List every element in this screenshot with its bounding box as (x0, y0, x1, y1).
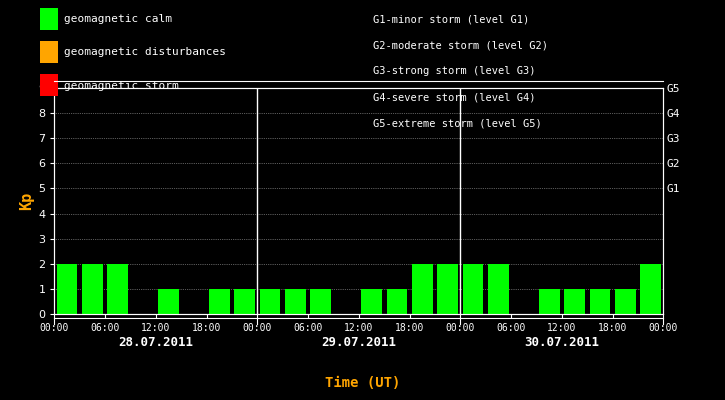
Bar (285, 289, 306, 314)
Bar (260, 289, 281, 314)
Bar (640, 264, 661, 314)
Bar (234, 289, 255, 314)
Bar (463, 264, 484, 314)
Bar (564, 289, 585, 314)
Bar (82, 264, 103, 314)
Text: G3-strong storm (level G3): G3-strong storm (level G3) (373, 66, 536, 76)
Text: geomagnetic storm: geomagnetic storm (64, 81, 178, 91)
Bar (310, 289, 331, 314)
Bar (386, 289, 407, 314)
Y-axis label: Kp: Kp (19, 192, 34, 210)
Text: 28.07.2011: 28.07.2011 (118, 336, 194, 349)
Text: G1-minor storm (level G1): G1-minor storm (level G1) (373, 14, 530, 24)
Bar (488, 264, 509, 314)
Text: G5-extreme storm (level G5): G5-extreme storm (level G5) (373, 118, 542, 128)
Bar (437, 264, 458, 314)
Bar (57, 264, 78, 314)
Text: geomagnetic calm: geomagnetic calm (64, 14, 172, 24)
Bar (158, 289, 179, 314)
Bar (361, 289, 382, 314)
Text: G2-moderate storm (level G2): G2-moderate storm (level G2) (373, 40, 548, 50)
Bar (615, 289, 636, 314)
Text: G4-severe storm (level G4): G4-severe storm (level G4) (373, 92, 536, 102)
Text: Time (UT): Time (UT) (325, 376, 400, 390)
Bar (209, 289, 230, 314)
Bar (589, 289, 610, 314)
Bar (412, 264, 433, 314)
Text: 29.07.2011: 29.07.2011 (321, 336, 397, 349)
Bar (107, 264, 128, 314)
Text: 30.07.2011: 30.07.2011 (524, 336, 600, 349)
Bar (539, 289, 560, 314)
Text: geomagnetic disturbances: geomagnetic disturbances (64, 47, 225, 57)
